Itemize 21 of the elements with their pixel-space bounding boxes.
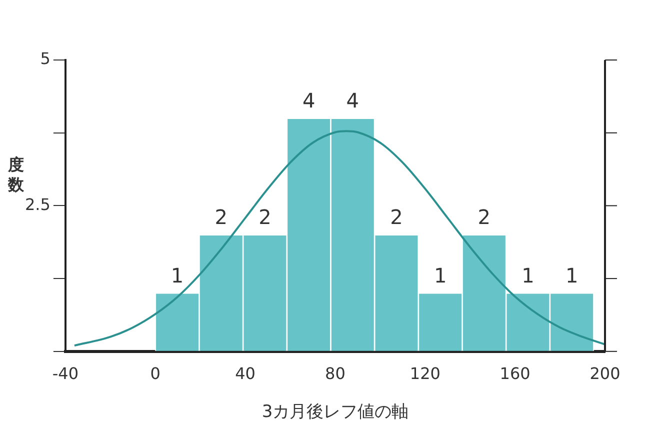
x-tick-label: 0 (150, 364, 160, 384)
data-label: 1 (434, 263, 447, 288)
x-tick-label: -40 (52, 364, 79, 384)
x-tick-label: 120 (410, 364, 440, 384)
data-label: 2 (478, 205, 491, 230)
data-label: 1 (170, 263, 184, 288)
data-label: 4 (302, 88, 316, 112)
y-tick-label: 5 (40, 49, 50, 68)
data-label: 2 (390, 205, 403, 230)
y-tick-label: 2.5 (24, 194, 50, 214)
x-tick-label: 160 (500, 364, 530, 384)
x-axis-title: 3カ月後レフ値の軸 (262, 402, 409, 422)
data-label: 1 (522, 263, 534, 288)
data-label: 4 (346, 88, 360, 112)
data-label: 2 (258, 205, 272, 230)
x-tick-label: 200 (590, 364, 620, 384)
x-tick-label: 40 (235, 364, 256, 384)
y-axis-title: 度数 (7, 154, 25, 194)
data-label: 2 (214, 205, 228, 230)
x-tick-label: 80 (325, 364, 346, 384)
data-label: 1 (565, 263, 578, 288)
